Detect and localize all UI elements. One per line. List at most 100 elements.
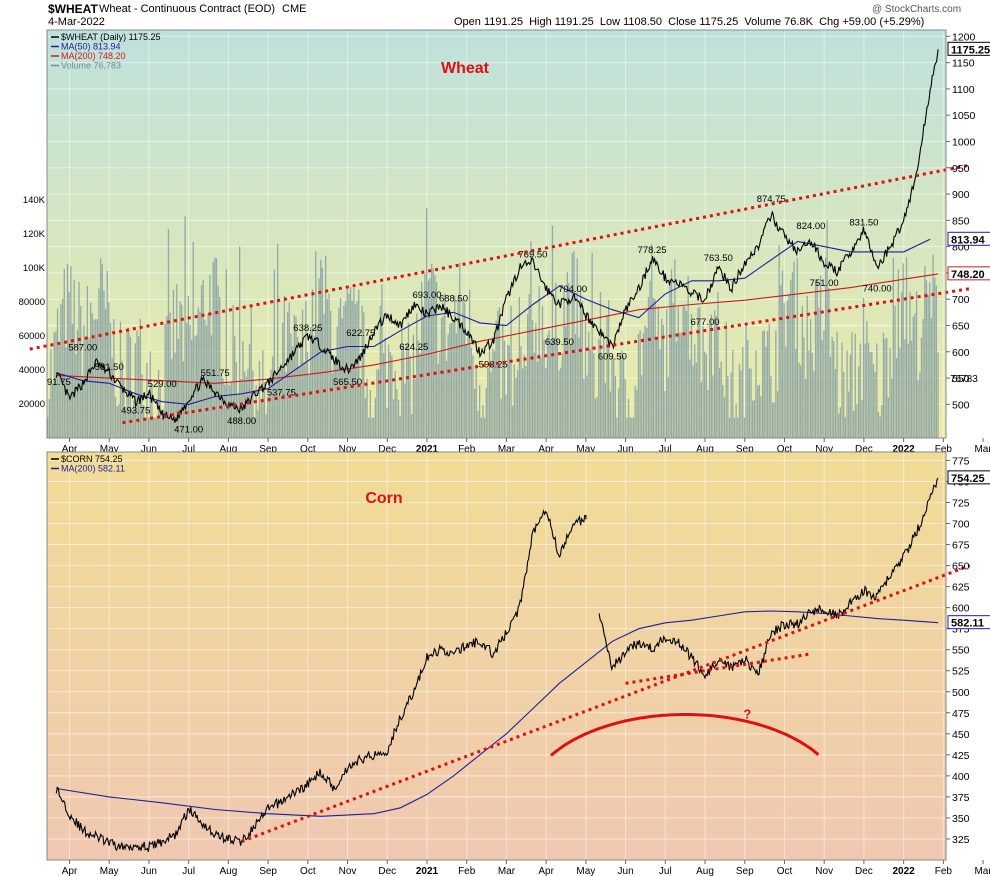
volume-bar: [179, 301, 181, 438]
volume-bar: [502, 324, 504, 438]
volume-bar: [442, 316, 444, 438]
volume-bar: [760, 396, 762, 438]
corn-last-price-label-box: [947, 470, 990, 485]
volume-bar: [755, 350, 757, 438]
corn-ytick-label: 425: [952, 750, 970, 762]
volume-bar: [419, 353, 421, 438]
volume-bar: [778, 245, 780, 438]
volume-bar: [143, 404, 145, 438]
low-value: 1108.50: [623, 16, 663, 28]
volume-bar: [181, 304, 183, 438]
volume-bar: [762, 331, 764, 438]
corn-ytick-label: 350: [952, 813, 970, 825]
volume-bar: [584, 321, 587, 438]
volume-bar: [477, 411, 479, 438]
volume-bar: [541, 306, 544, 438]
volume-bar: [836, 331, 838, 438]
volume-bar: [191, 339, 193, 438]
wheat-xtick-label: Apr: [62, 444, 78, 455]
corn-ytick-label: 400: [952, 771, 970, 783]
wheat-trendline: [29, 163, 971, 351]
volume-bar: [128, 327, 130, 438]
corn-ytick-label: 375: [952, 792, 970, 804]
chart-name: Wheat - Continuous Contract (EOD): [99, 3, 276, 15]
wheat-ytick-label: 650: [952, 320, 970, 332]
volume-bar: [316, 326, 319, 438]
volume-bar: [497, 310, 499, 438]
volume-bar: [470, 347, 472, 438]
volume-bar: [482, 404, 484, 438]
volume-bar: [599, 291, 602, 438]
wheat-ytick-label: 700: [952, 294, 970, 306]
volume-bar: [574, 334, 577, 438]
volume-bar: [298, 366, 300, 438]
volume-bar: [200, 285, 203, 438]
corn-plot-frame: [46, 451, 947, 861]
volume-bar: [864, 343, 866, 438]
corn-ytick-label: 675: [952, 540, 970, 552]
volume-bar: [100, 258, 102, 438]
close-label: Close: [668, 16, 697, 28]
volume-bar: [197, 307, 199, 438]
wheat-price-annotation: 551.75: [201, 368, 230, 379]
volume-bar: [735, 403, 737, 438]
volume-bar: [887, 397, 889, 438]
volume-bar: [867, 342, 870, 438]
volume-bar: [369, 390, 371, 438]
volume-bar: [679, 332, 681, 438]
volume-bar: [715, 316, 717, 438]
volume-bar: [219, 297, 221, 438]
corn-xtick-label: May: [100, 866, 119, 876]
wheat-price-annotation: 488.00: [227, 416, 256, 427]
wheat-xtick-label: Jun: [141, 444, 157, 455]
corn-legend-entry: MA(200) 582.11: [61, 464, 125, 474]
volume-bar: [348, 293, 350, 438]
volume-bar: [48, 399, 50, 438]
volume-bar: [522, 368, 524, 438]
volume-bar: [771, 402, 774, 438]
volume-bar: [545, 367, 547, 438]
wheat-xtick-label: May: [576, 444, 595, 455]
wheat-price-annotation: 537.75: [267, 387, 296, 398]
corn-ytick-label: 725: [952, 497, 970, 509]
volume-bar: [248, 344, 251, 438]
wheat-price-annotation: 824.00: [796, 221, 825, 232]
volume-bar: [700, 382, 702, 438]
volume-bar: [50, 349, 52, 438]
volume-bar: [243, 371, 246, 438]
volume-bar: [740, 370, 742, 438]
volume-bar: [255, 385, 257, 438]
volume-bar: [118, 404, 120, 438]
volume-bar: [800, 365, 802, 438]
volume-bar: [156, 417, 158, 438]
volume-bar: [919, 372, 921, 438]
volume-bar: [161, 417, 163, 438]
volume-bar: [819, 275, 822, 438]
volume-bar: [907, 343, 909, 438]
volume-bar: [775, 330, 777, 438]
open-label: Open: [454, 16, 481, 28]
volume-bar: [753, 400, 755, 438]
volume-bar: [727, 376, 729, 438]
volume-bar: [275, 371, 277, 438]
wheat-xtick-label: Apr: [538, 444, 554, 455]
volume-bar: [258, 360, 261, 438]
volume-bar: [273, 269, 275, 438]
volume-bar: [359, 386, 362, 438]
volume-bar: [613, 358, 615, 438]
volume-bar: [101, 264, 103, 438]
wheat-plot-layer: 491.75 587.00 561.50 493.75 529.00 471.00 551.…: [42, 49, 939, 438]
volume-bar: [272, 356, 274, 438]
volume-bar: [586, 375, 588, 438]
volume-bar: [366, 378, 368, 438]
corn-xtick-label: May: [576, 866, 595, 876]
volume-bar: [171, 359, 173, 438]
volume-bar: [935, 285, 937, 438]
wheat-price-annotation: 491.75: [42, 377, 71, 388]
volume-bar: [240, 379, 242, 438]
change-label: Chg: [819, 16, 840, 28]
volume-bar: [455, 333, 458, 438]
wheat-price-annotation: 593.25: [479, 359, 508, 370]
corn-xtick-label: Mar: [498, 866, 516, 876]
volume-bar: [773, 402, 775, 438]
